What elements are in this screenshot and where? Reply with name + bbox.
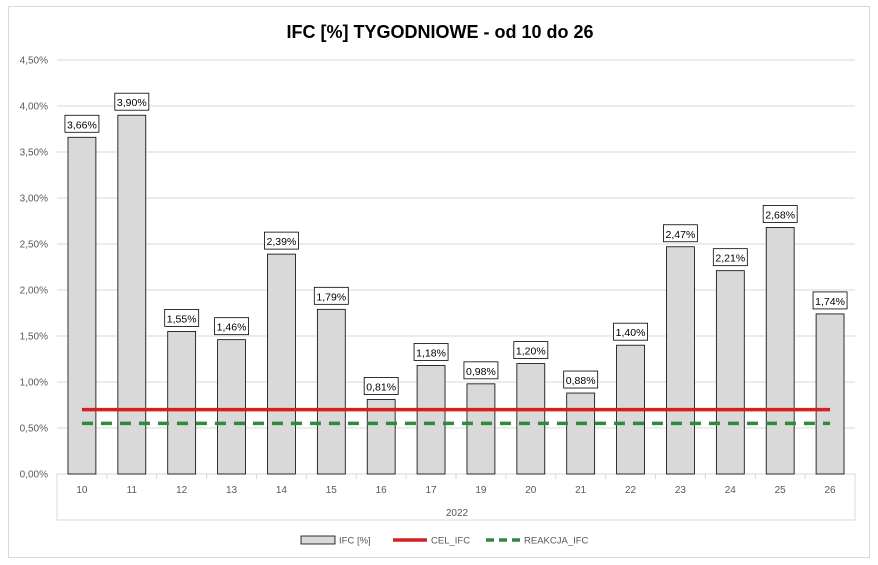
bar (416, 365, 446, 475)
y-tick-label: 3,00% (20, 194, 48, 205)
y-tick-label: 0,00% (20, 470, 48, 481)
chart-frame: IFC [%] TYGODNIOWE - od 10 do 26 0,00% 0,… (8, 6, 870, 558)
bar (316, 308, 346, 475)
x-axis-group-label: 2022 (446, 508, 469, 519)
legend-item: REAKCJA_IFC (486, 536, 589, 547)
bar (566, 392, 596, 475)
x-tick-label: 20 (525, 485, 537, 496)
y-tick-label: 0,50% (20, 424, 48, 435)
data-label-box (413, 343, 449, 361)
x-tick-label: 24 (725, 485, 737, 496)
x-tick-label: 13 (226, 485, 238, 496)
data-label-box (513, 341, 549, 360)
data-label: 1,79% (316, 291, 346, 303)
chart-title: IFC [%] TYGODNIOWE - od 10 do 26 (286, 22, 593, 42)
y-axis-ticks: 0,00% 0,50% 1,00% 1,50% 2,00% 2,50% 3,00% 3,50%… (20, 56, 48, 481)
x-tick-label: 17 (426, 485, 438, 496)
x-tick-label: 12 (176, 485, 188, 496)
data-label: 0,88% (566, 375, 596, 387)
y-tick-label: 2,00% (20, 286, 48, 297)
bar (67, 136, 97, 475)
x-tick-label: 25 (775, 485, 787, 496)
y-tick-label: 4,00% (20, 102, 48, 113)
data-label: 1,40% (616, 327, 646, 339)
y-tick-label: 3,50% (20, 148, 48, 159)
x-tick-label: 14 (276, 485, 288, 496)
data-label-box (64, 114, 100, 133)
data-label-box (563, 370, 599, 389)
legend-label: IFC [%] (339, 536, 371, 547)
legend: IFC [%] CEL_IFC REAKCJA_IFC (300, 535, 589, 547)
x-tick-label: 22 (625, 485, 637, 496)
data-label-box (264, 231, 299, 250)
bar (267, 253, 296, 475)
data-label: 2,21% (715, 253, 745, 265)
data-label: 0,81% (366, 381, 396, 393)
x-tick-label: 19 (475, 485, 487, 496)
y-tick-label: 1,50% (20, 332, 48, 343)
y-tick-label: 1,00% (20, 378, 48, 389)
data-label-box (762, 205, 798, 223)
bar (765, 227, 795, 475)
x-tick-label: 26 (825, 485, 837, 496)
bar (815, 313, 845, 475)
bar (666, 246, 695, 475)
x-tick-label: 21 (575, 485, 587, 496)
bar (366, 399, 396, 475)
bar (715, 270, 745, 475)
data-label: 1,46% (217, 322, 247, 334)
chart: IFC [%] TYGODNIOWE - od 10 do 26 0,00%0,… (20, 22, 856, 547)
data-label-box (363, 377, 399, 395)
x-tick-label: 23 (675, 485, 687, 496)
x-axis-ticks: 10 11 12 13 14 15 16 17 19 20 21 22 23 24 25 26 (76, 485, 836, 496)
data-label: 2,68% (765, 209, 795, 221)
data-label: 2,47% (666, 229, 696, 241)
bar (466, 383, 496, 475)
data-label: 1,18% (416, 347, 446, 359)
data-label-box (812, 291, 848, 310)
y-tick-label: 2,50% (20, 240, 48, 251)
bar (516, 363, 546, 475)
bar (167, 330, 197, 475)
data-label-box (613, 322, 648, 341)
bar (117, 114, 147, 475)
data-label: 3,90% (117, 97, 147, 109)
data-label: 1,74% (815, 296, 845, 308)
legend-item: CEL_IFC (393, 536, 470, 547)
legend-label: CEL_IFC (431, 536, 470, 547)
line-series (81, 407, 831, 426)
x-tick-label: 10 (76, 485, 88, 496)
data-label: 3,66% (67, 119, 97, 131)
data-label-box (313, 286, 349, 305)
data-label-box (712, 248, 748, 267)
data-label: 2,39% (267, 236, 297, 248)
data-label: 1,20% (516, 346, 546, 358)
bar-series (67, 114, 845, 475)
data-label-box (663, 224, 698, 243)
data-label-box (463, 361, 499, 380)
data-label-box (164, 308, 200, 327)
legend-item: IFC [%] (300, 535, 371, 547)
legend-swatch (300, 535, 336, 545)
data-label-box (214, 317, 249, 336)
y-tick-label: 4,50% (20, 56, 48, 67)
x-tick-label: 16 (376, 485, 388, 496)
data-label-box (114, 92, 150, 111)
data-label: 0,98% (466, 366, 496, 378)
legend-label: REAKCJA_IFC (524, 536, 589, 547)
bar (217, 339, 246, 475)
data-label: 1,55% (167, 313, 197, 325)
data-labels: 3,66% 3,90% 1,55% 1,46% 2,39% 1,79% 0,81% 1,18%… (64, 92, 848, 395)
x-tick-label: 15 (326, 485, 338, 496)
x-tick-label: 11 (127, 485, 138, 496)
